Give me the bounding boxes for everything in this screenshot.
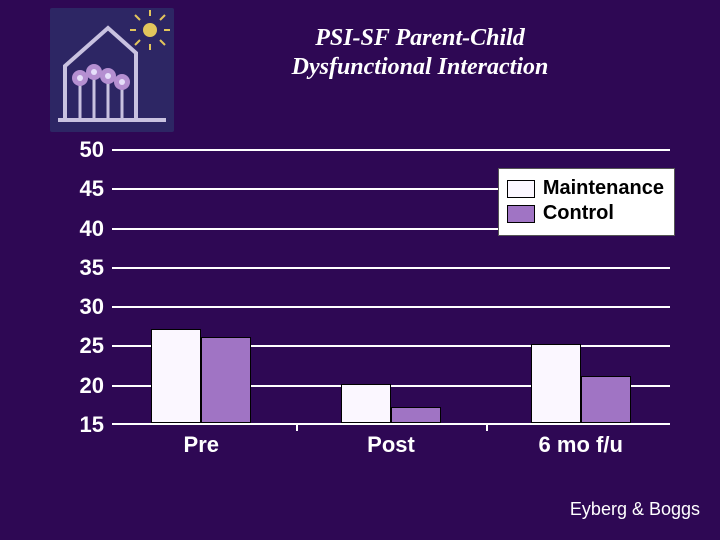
y-tick-label: 45	[60, 176, 104, 202]
citation: Eyberg & Boggs	[570, 499, 700, 520]
x-tick	[296, 423, 298, 431]
x-tick	[486, 423, 488, 431]
legend: MaintenanceControl	[498, 168, 675, 236]
legend-label: Control	[543, 202, 614, 225]
x-label: Pre	[184, 432, 219, 458]
y-tick-label: 50	[60, 137, 104, 163]
y-tick-label: 25	[60, 333, 104, 359]
legend-swatch	[507, 180, 535, 198]
y-tick-label: 20	[60, 373, 104, 399]
x-label: Post	[367, 432, 415, 458]
page-title: PSI-SF Parent-Child Dysfunctional Intera…	[200, 24, 640, 82]
decorative-icon	[50, 8, 174, 132]
bar-control-pre	[201, 337, 251, 423]
title-line-1: PSI-SF Parent-Child	[315, 25, 525, 51]
title-line-2: Dysfunctional Interaction	[200, 53, 640, 82]
y-tick-label: 35	[60, 255, 104, 281]
grid-line	[112, 149, 670, 151]
x-axis-labels: Pre Post 6 mo f/u	[112, 432, 670, 462]
bar-maintenance-pre	[151, 329, 201, 423]
house-flowers-icon	[50, 8, 174, 132]
legend-row: Control	[507, 202, 664, 225]
legend-swatch	[507, 205, 535, 223]
x-label: 6 mo f/u	[539, 432, 623, 458]
bar-control-6-mo-fu	[581, 376, 631, 423]
y-tick-label: 15	[60, 412, 104, 438]
y-tick-label: 30	[60, 294, 104, 320]
y-tick-label: 40	[60, 216, 104, 242]
grid-line	[112, 306, 670, 308]
legend-row: Maintenance	[507, 177, 664, 200]
legend-label: Maintenance	[543, 177, 664, 200]
bar-maintenance-6-mo-fu	[531, 344, 581, 423]
bar-maintenance-post	[341, 384, 391, 423]
y-axis: 1520253035404550	[60, 150, 108, 425]
bar-control-post	[391, 407, 441, 423]
grid-line	[112, 267, 670, 269]
